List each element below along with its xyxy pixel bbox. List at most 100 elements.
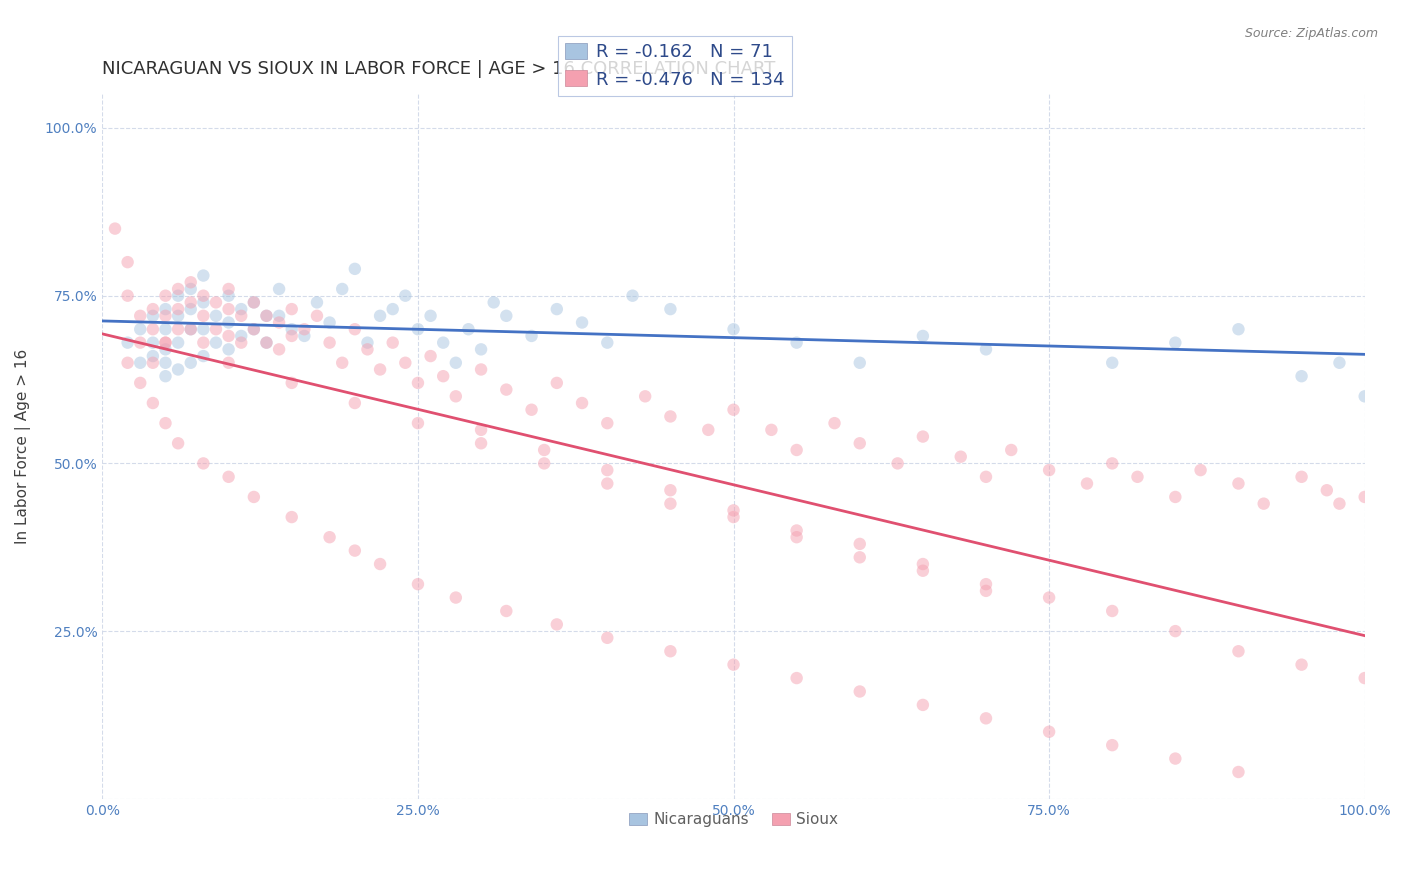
Point	[330, 282, 353, 296]
Point	[269, 343, 291, 357]
Point	[520, 402, 543, 417]
Point	[280, 302, 302, 317]
Point	[848, 436, 870, 450]
Point	[911, 564, 934, 578]
Point	[243, 322, 266, 336]
Point	[659, 483, 682, 498]
Point	[786, 442, 808, 457]
Point	[1038, 591, 1060, 605]
Point	[318, 316, 340, 330]
Point	[356, 335, 378, 350]
Point	[1354, 389, 1376, 403]
Point	[343, 261, 366, 276]
Point	[786, 524, 808, 538]
Point	[571, 396, 593, 410]
Point	[269, 282, 291, 296]
Point	[406, 416, 429, 430]
Point	[193, 268, 215, 283]
Point	[974, 711, 997, 725]
Point	[1253, 497, 1275, 511]
Point	[280, 329, 302, 343]
Point	[117, 288, 139, 302]
Point	[356, 343, 378, 357]
Point	[155, 343, 177, 357]
Point	[1101, 356, 1123, 370]
Point	[596, 463, 619, 477]
Point	[218, 343, 240, 357]
Point	[142, 309, 165, 323]
Point	[180, 322, 202, 336]
Point	[911, 429, 934, 443]
Point	[457, 322, 479, 336]
Point	[155, 335, 177, 350]
Point	[1101, 457, 1123, 471]
Point	[256, 309, 278, 323]
Point	[142, 335, 165, 350]
Point	[292, 322, 315, 336]
Point	[786, 530, 808, 544]
Point	[155, 302, 177, 317]
Point	[1164, 335, 1187, 350]
Point	[419, 309, 441, 323]
Point	[520, 329, 543, 343]
Point	[444, 389, 467, 403]
Point	[394, 356, 416, 370]
Point	[167, 282, 190, 296]
Point	[786, 671, 808, 685]
Point	[343, 543, 366, 558]
Point	[218, 316, 240, 330]
Point	[231, 302, 253, 317]
Point	[180, 356, 202, 370]
Point	[368, 362, 391, 376]
Point	[280, 510, 302, 524]
Point	[167, 436, 190, 450]
Point	[634, 389, 657, 403]
Point	[1101, 604, 1123, 618]
Point	[180, 275, 202, 289]
Point	[470, 436, 492, 450]
Point	[723, 503, 745, 517]
Point	[406, 577, 429, 591]
Point	[1164, 751, 1187, 765]
Point	[1227, 322, 1250, 336]
Point	[368, 309, 391, 323]
Point	[1227, 764, 1250, 779]
Point	[129, 356, 152, 370]
Point	[419, 349, 441, 363]
Point	[761, 423, 783, 437]
Point	[256, 335, 278, 350]
Point	[256, 335, 278, 350]
Point	[129, 335, 152, 350]
Point	[142, 322, 165, 336]
Point	[533, 442, 555, 457]
Point	[949, 450, 972, 464]
Point	[155, 288, 177, 302]
Point	[1126, 470, 1149, 484]
Point	[243, 322, 266, 336]
Point	[155, 322, 177, 336]
Point	[659, 302, 682, 317]
Point	[546, 376, 568, 390]
Point	[723, 402, 745, 417]
Point	[205, 335, 228, 350]
Point	[180, 302, 202, 317]
Point	[218, 356, 240, 370]
Point	[142, 349, 165, 363]
Point	[243, 490, 266, 504]
Point	[911, 698, 934, 712]
Point	[292, 329, 315, 343]
Point	[546, 617, 568, 632]
Point	[280, 376, 302, 390]
Point	[167, 288, 190, 302]
Point	[155, 356, 177, 370]
Point	[205, 295, 228, 310]
Point	[1189, 463, 1212, 477]
Point	[1354, 490, 1376, 504]
Point	[470, 423, 492, 437]
Point	[193, 322, 215, 336]
Point	[1227, 644, 1250, 658]
Point	[1291, 369, 1313, 384]
Point	[167, 335, 190, 350]
Point	[318, 530, 340, 544]
Point	[974, 583, 997, 598]
